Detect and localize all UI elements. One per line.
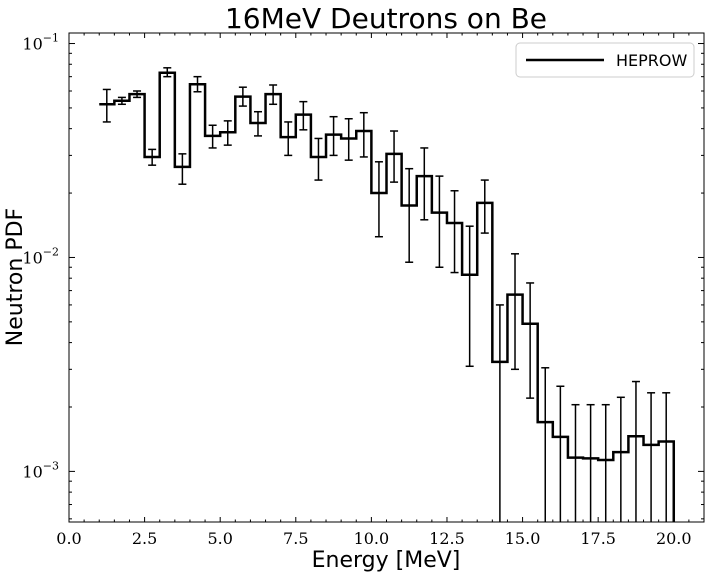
x-tick-label: 20.0 <box>656 529 692 548</box>
data-point <box>435 175 444 268</box>
legend-box <box>515 42 695 78</box>
plot-frame <box>68 32 705 523</box>
data-point <box>662 392 671 522</box>
x-tick-label: 12.5 <box>429 529 465 548</box>
data-layer <box>99 67 676 522</box>
data-point <box>178 153 187 185</box>
data-point <box>495 304 504 522</box>
y-axis-label: Neutron PDF <box>3 208 28 346</box>
x-tick-label: 5.0 <box>207 529 232 548</box>
data-point <box>541 367 550 522</box>
y-tick-label: 10−1 <box>22 32 59 54</box>
x-tick-label: 7.5 <box>283 529 308 548</box>
data-point <box>374 161 383 238</box>
data-point <box>465 225 474 368</box>
data-point <box>253 110 262 137</box>
x-tick-label: 0.0 <box>56 529 81 548</box>
data-point <box>223 120 232 146</box>
data-point <box>117 96 126 106</box>
data-point <box>511 253 520 371</box>
x-axis-label: Energy [MeV] <box>312 548 461 573</box>
data-point <box>420 147 429 221</box>
data-point <box>344 118 353 161</box>
data-point <box>329 115 338 157</box>
data-point <box>238 86 247 107</box>
data-point <box>390 130 399 183</box>
x-tick-label: 15.0 <box>505 529 541 548</box>
series-line <box>99 71 676 522</box>
chart-title: 16MeV Deutrons on Be <box>225 2 547 35</box>
data-point <box>148 148 157 166</box>
data-point <box>314 137 323 181</box>
y-tick-label: 10−2 <box>22 245 59 267</box>
data-point <box>284 121 293 157</box>
x-tick-label: 10.0 <box>354 529 390 548</box>
data-point <box>450 190 459 274</box>
data-point <box>359 111 368 158</box>
data-point <box>571 403 580 522</box>
data-point <box>269 84 278 106</box>
x-axis: 0.0 2.5 5.0 7.5 10.0 12.5 15.0 17.5 20.0 <box>56 33 705 548</box>
x-tick-label: 17.5 <box>580 529 616 548</box>
data-point <box>480 179 489 234</box>
data-point <box>102 88 111 123</box>
data-point <box>616 396 625 522</box>
data-point <box>405 167 414 263</box>
x-tick-label: 2.5 <box>132 529 157 548</box>
data-point <box>586 403 595 522</box>
data-point <box>193 75 202 93</box>
y-axis: 10−3 10−2 10−1 <box>22 32 704 520</box>
data-point <box>601 403 610 522</box>
data-point <box>208 124 217 149</box>
y-tick-label: 10−3 <box>22 459 59 481</box>
data-point <box>556 385 565 522</box>
data-point <box>133 90 142 99</box>
legend-entry: HEPROW <box>616 51 688 70</box>
data-point <box>163 67 172 78</box>
data-point <box>647 392 656 522</box>
data-point <box>631 380 640 522</box>
data-point <box>526 282 535 399</box>
legend: HEPROW <box>515 42 695 78</box>
data-point <box>299 100 308 131</box>
